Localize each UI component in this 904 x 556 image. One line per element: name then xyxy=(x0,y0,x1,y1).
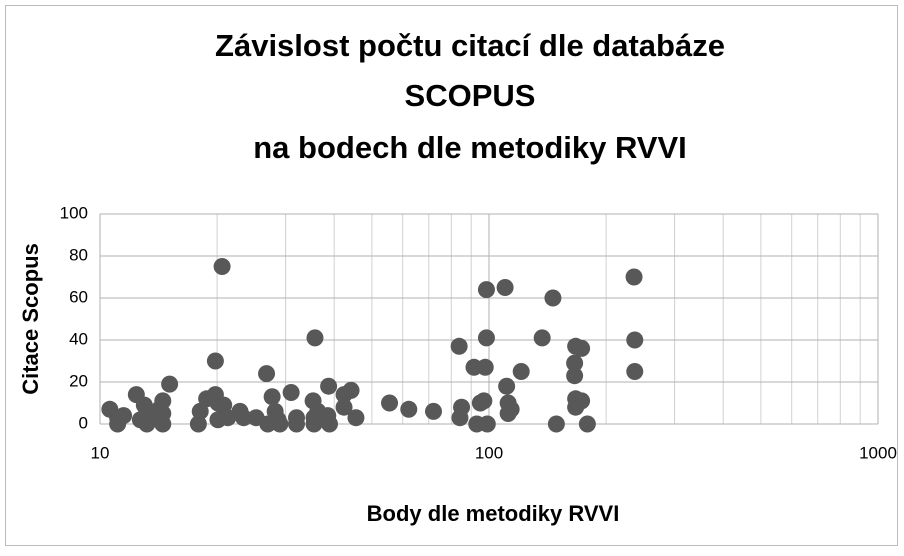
point xyxy=(450,337,468,355)
y-tick-label: 40 xyxy=(69,329,88,348)
point xyxy=(573,339,591,357)
point xyxy=(347,409,365,427)
point xyxy=(400,400,418,418)
point xyxy=(154,392,172,410)
point xyxy=(271,415,289,433)
point xyxy=(626,363,644,380)
chart-title: Závislost počtu citací dle databáze xyxy=(215,28,725,63)
y-tick-label: 60 xyxy=(69,287,88,306)
x-tick-label: 100 xyxy=(475,443,503,462)
point xyxy=(235,409,253,427)
point xyxy=(475,392,493,410)
point xyxy=(573,392,591,410)
point xyxy=(502,400,520,418)
point xyxy=(477,329,495,347)
point xyxy=(544,289,562,307)
point xyxy=(154,405,172,422)
point xyxy=(512,363,530,380)
y-axis-label: Citace Scopus xyxy=(18,243,43,395)
point xyxy=(320,377,338,395)
point xyxy=(161,375,179,393)
x-axis-label: Body dle metodiky RVVI xyxy=(367,501,620,526)
point xyxy=(189,415,207,433)
point xyxy=(478,415,496,433)
x-tick-label: 1000 xyxy=(859,443,897,462)
y-tick-label: 20 xyxy=(69,371,88,390)
chart-title: SCOPUS xyxy=(405,78,536,113)
point xyxy=(425,402,443,420)
point xyxy=(342,381,360,399)
y-tick-label: 0 xyxy=(79,413,88,432)
point xyxy=(115,407,133,425)
point xyxy=(626,331,644,349)
point xyxy=(381,394,399,412)
point xyxy=(263,388,281,406)
point xyxy=(191,402,209,420)
point xyxy=(335,398,353,416)
y-tick-label: 80 xyxy=(69,245,88,264)
point xyxy=(288,409,306,427)
point xyxy=(213,258,231,275)
point xyxy=(625,268,643,286)
point xyxy=(258,365,276,383)
point xyxy=(476,358,494,376)
point xyxy=(282,384,300,401)
point xyxy=(547,415,565,433)
point xyxy=(566,367,584,385)
point xyxy=(578,415,596,433)
point xyxy=(320,415,338,433)
point xyxy=(566,354,584,372)
point xyxy=(453,398,471,416)
x-tick-label: 10 xyxy=(91,443,110,462)
point xyxy=(477,281,495,299)
point xyxy=(498,377,516,395)
point xyxy=(206,352,224,370)
chart-title: na bodech dle metodiky RVVI xyxy=(253,130,687,165)
point xyxy=(533,329,551,347)
y-tick-label: 100 xyxy=(60,203,88,222)
point xyxy=(306,329,324,347)
point xyxy=(496,279,514,296)
